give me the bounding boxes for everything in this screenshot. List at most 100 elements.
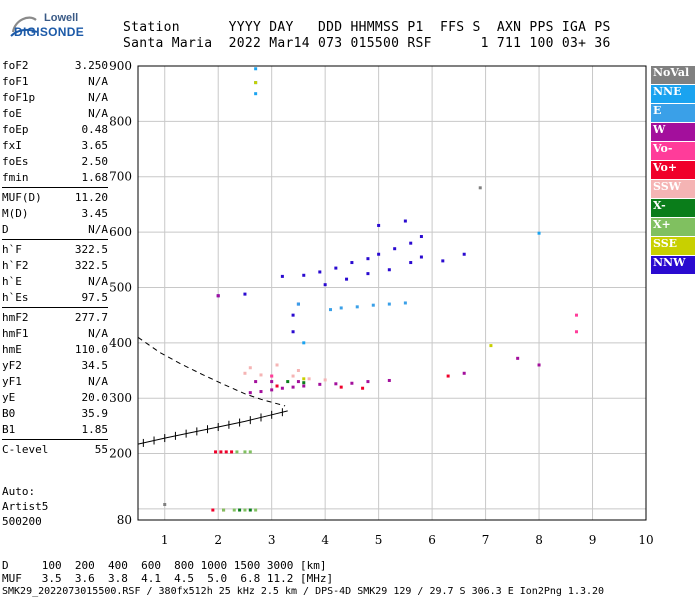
- legend-item: SSW: [651, 180, 695, 198]
- param-row: h`E N/A: [2, 274, 108, 290]
- y-tick-label: 300: [109, 391, 132, 405]
- data-point-w: [366, 380, 370, 384]
- data-point-nnw: [323, 283, 327, 287]
- footer-distance: D 100 200 400 600 800 1000 1500 3000 [km…: [2, 559, 327, 572]
- data-point-w: [318, 382, 322, 386]
- data-point-nnw: [419, 235, 423, 239]
- param-name: B1: [2, 423, 16, 436]
- data-point-ssw: [307, 377, 311, 381]
- data-point-vo: [339, 385, 343, 389]
- legend-item: E: [651, 104, 695, 122]
- data-point-vo: [214, 450, 218, 454]
- param-value: 277.7: [74, 311, 108, 324]
- legend-item: W: [651, 123, 695, 141]
- virtual-height-trace: [137, 410, 288, 445]
- data-point-ssw: [323, 378, 327, 382]
- data-point-x: [238, 508, 242, 512]
- param-name: yE: [2, 391, 16, 404]
- x-tick-label: 5: [375, 533, 383, 547]
- data-point-nnw: [387, 268, 391, 272]
- data-point-nnw: [403, 219, 407, 223]
- logo-bottom-text: DIGISONDE: [14, 25, 85, 39]
- param-value: 0.48: [81, 123, 109, 136]
- param-row: h`F 322.5: [2, 242, 108, 258]
- data-point-w: [387, 378, 391, 382]
- param-value: N/A: [88, 375, 108, 388]
- data-point-nnw: [419, 255, 423, 259]
- x-tick-label: 10: [638, 533, 653, 547]
- legend-item: Vo+: [651, 161, 695, 179]
- param-name: B0: [2, 407, 16, 420]
- data-point-nnw: [243, 292, 247, 296]
- param-value: 3.45: [81, 207, 109, 220]
- param-row: yE 20.0: [2, 390, 108, 406]
- electron-density-profile: [137, 336, 286, 407]
- param-value: 11.20: [74, 191, 108, 204]
- param-row: h`F2 322.5: [2, 258, 108, 274]
- param-name: M(D): [2, 207, 29, 220]
- data-point-x: [243, 450, 247, 454]
- y-tick-label: 700: [109, 170, 132, 184]
- parameter-table: foF2 3.250 foF1 N/A foF1p N/A foE N/A foEp 0.48 fx…: [2, 58, 108, 458]
- param-value: 110.0: [74, 343, 108, 356]
- header-values: Santa Maria 2022 Mar14 073 015500 RSF 1 …: [123, 36, 611, 51]
- data-point-ssw: [296, 369, 300, 373]
- data-point-e: [371, 303, 375, 307]
- param-row: foEp 0.48: [2, 122, 108, 138]
- data-point-ssw: [291, 374, 295, 378]
- data-point-e: [355, 305, 359, 309]
- data-point-w: [302, 384, 306, 388]
- data-point-w: [334, 382, 338, 386]
- param-name: fxI: [2, 139, 22, 152]
- data-point-w: [280, 386, 284, 390]
- data-point-sse: [254, 81, 258, 85]
- data-point-x: [222, 508, 226, 512]
- x-tick-label: 6: [428, 533, 436, 547]
- data-point-ssw: [243, 371, 247, 375]
- footer-muf: MUF 3.5 3.6 3.8 4.1 4.5 5.0 6.8 11.2 [MH…: [2, 572, 334, 585]
- y-tick-label: 600: [109, 225, 132, 239]
- data-point-nnw: [291, 313, 295, 317]
- legend-item: NoVal: [651, 66, 695, 84]
- y-tick-label: 400: [109, 336, 132, 350]
- param-row: yF1 N/A: [2, 374, 108, 390]
- data-point-x: [232, 508, 236, 512]
- x-tick-label: 8: [535, 533, 543, 547]
- param-value: 1.68: [81, 171, 109, 184]
- data-point-nne: [302, 341, 306, 345]
- legend-item: SSE: [651, 237, 695, 255]
- param-name: hmF1: [2, 327, 29, 340]
- param-row: foF1 N/A: [2, 74, 108, 90]
- param-value: 2.50: [81, 155, 109, 168]
- digisonde-logo: Lowell DIGISONDE: [6, 8, 84, 42]
- param-value: N/A: [88, 107, 108, 120]
- param-row: foF1p N/A: [2, 90, 108, 106]
- param-name: foF1: [2, 75, 29, 88]
- data-point-x: [248, 450, 252, 454]
- logo-top-text: Lowell: [44, 12, 79, 24]
- param-separator: [2, 307, 108, 308]
- param-value: N/A: [88, 275, 108, 288]
- param-value: 97.5: [81, 291, 109, 304]
- x-tick-label: 1: [161, 533, 169, 547]
- param-name: MUF(D): [2, 191, 42, 204]
- data-point-vo: [574, 330, 578, 334]
- param-row: MUF(D) 11.20: [2, 190, 108, 206]
- param-name: h`E: [2, 275, 22, 288]
- data-point-nnw: [462, 252, 466, 256]
- param-row: hmE 110.0: [2, 342, 108, 358]
- data-point-x: [286, 380, 290, 384]
- param-name: C-level: [2, 443, 49, 456]
- param-name: foE: [2, 107, 22, 120]
- data-point-x: [302, 381, 306, 385]
- data-point-nnw: [334, 266, 338, 270]
- param-row: foE N/A: [2, 106, 108, 122]
- param-value: N/A: [88, 223, 108, 236]
- data-point-nnw: [441, 259, 445, 263]
- data-point-nne: [254, 92, 258, 96]
- data-point-nnw: [366, 272, 370, 276]
- param-value: 55: [94, 443, 108, 456]
- param-name: yF1: [2, 375, 22, 388]
- data-point-e: [387, 302, 391, 306]
- param-row: h`Es 97.5: [2, 290, 108, 306]
